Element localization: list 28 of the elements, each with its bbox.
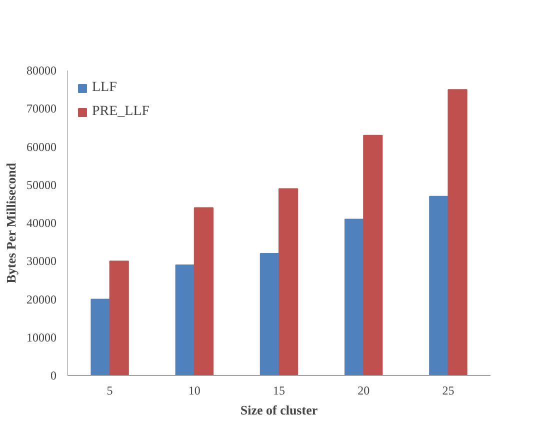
x-tick-label: 15 [273, 384, 285, 398]
x-tick-label: 20 [358, 384, 370, 398]
x-axis-title: Size of cluster [240, 402, 318, 418]
x-tick-label: 10 [188, 384, 200, 398]
y-tick-label: 60000 [26, 140, 56, 154]
legend-label: PRE_LLF [92, 104, 150, 120]
bar [344, 218, 364, 376]
bar [194, 207, 214, 376]
x-tick-label: 5 [106, 384, 113, 398]
bar [175, 264, 195, 376]
bar [278, 188, 298, 376]
bar [448, 89, 468, 376]
bar [363, 134, 383, 376]
y-tick-label: 40000 [26, 216, 56, 230]
y-tick-label: 70000 [26, 102, 56, 116]
y-axis-title: Bytes Per Millisecond [4, 162, 18, 284]
y-tick-label: 10000 [26, 330, 56, 344]
bar [109, 260, 129, 376]
y-tick-label: 30000 [26, 254, 56, 268]
bar [429, 196, 449, 376]
y-tick-label: 80000 [26, 64, 56, 78]
x-tick-label: 25 [442, 384, 454, 398]
bar [90, 298, 110, 376]
legend-label: LLF [92, 80, 117, 96]
y-tick-label: 0 [50, 368, 56, 382]
y-tick-label: 50000 [26, 178, 56, 192]
y-tick-label: 20000 [26, 292, 56, 306]
bar [260, 253, 280, 376]
